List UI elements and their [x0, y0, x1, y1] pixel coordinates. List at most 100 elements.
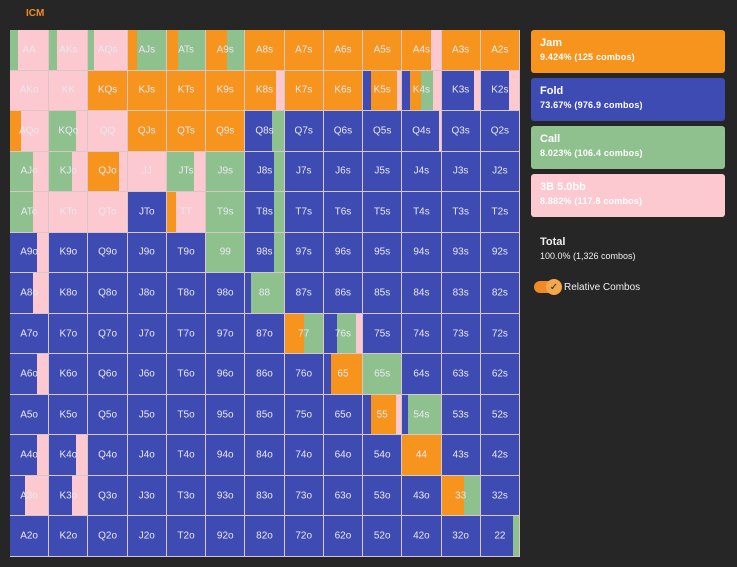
hand-cell[interactable]: 95s — [363, 232, 403, 274]
hand-cell[interactable]: 73o — [284, 475, 324, 517]
hand-cell[interactable]: Q9o — [88, 232, 128, 274]
hand-cell[interactable]: K4o — [49, 435, 89, 476]
hand-cell[interactable]: 32s — [480, 475, 520, 517]
hand-cell[interactable]: A8s — [245, 30, 285, 71]
hand-cell[interactable]: QTo — [88, 192, 128, 233]
hand-cell[interactable]: ATo — [10, 192, 50, 233]
hand-cell[interactable]: 86o — [245, 354, 285, 395]
legend-call[interactable]: Call 8.023% (106.4 combos) — [531, 126, 725, 169]
hand-cell[interactable]: Q7o — [88, 313, 128, 355]
hand-cell[interactable]: 72s — [480, 313, 520, 355]
hand-cell[interactable]: 88 — [245, 273, 285, 314]
hand-cell[interactable]: 82s — [480, 273, 520, 314]
hand-cell[interactable]: 93s — [441, 232, 481, 274]
hand-cell[interactable]: A7s — [284, 30, 324, 71]
hand-cell[interactable]: 87s — [284, 273, 324, 314]
hand-cell[interactable]: T8o — [166, 273, 207, 314]
hand-cell[interactable]: 94o — [206, 435, 246, 476]
hand-cell[interactable]: AQs — [88, 30, 128, 71]
hand-cell[interactable]: A4o — [10, 435, 50, 476]
hand-cell[interactable]: Q8o — [88, 273, 128, 314]
hand-cell[interactable]: T8s — [245, 192, 285, 233]
hand-cell[interactable]: A4s — [402, 30, 442, 71]
hand-cell[interactable]: A6o — [10, 354, 50, 395]
hand-cell[interactable]: QJs — [127, 111, 167, 152]
hand-cell[interactable]: 63o — [323, 475, 364, 517]
hand-cell[interactable]: J3s — [441, 151, 481, 193]
hand-cell[interactable]: 97o — [206, 313, 246, 355]
hand-cell[interactable]: 92o — [206, 516, 246, 557]
hand-cell[interactable]: 43s — [441, 435, 481, 476]
hand-cell[interactable]: 96o — [206, 354, 246, 395]
hand-cell[interactable]: K9o — [49, 232, 89, 274]
hand-cell[interactable]: KTs — [166, 70, 207, 112]
hand-cell[interactable]: 76o — [284, 354, 324, 395]
hand-cell[interactable]: KQs — [88, 70, 128, 112]
hand-cell[interactable]: T9o — [166, 232, 207, 274]
hand-cell[interactable]: 53s — [441, 394, 481, 436]
hand-cell[interactable]: Q9s — [206, 111, 246, 152]
tab-icm[interactable]: ICM — [26, 8, 45, 19]
hand-cell[interactable]: J6s — [323, 151, 364, 193]
hand-cell[interactable]: Q4s — [402, 111, 442, 152]
hand-cell[interactable]: AKs — [49, 30, 89, 71]
hand-cell[interactable]: 99 — [206, 232, 246, 274]
hand-cell[interactable]: A3o — [10, 475, 50, 517]
hand-cell[interactable]: 95o — [206, 394, 246, 436]
legend-jam[interactable]: Jam 9.424% (125 combos) — [531, 30, 725, 73]
hand-cell[interactable]: K3s — [441, 70, 481, 112]
hand-cell[interactable]: 75s — [363, 313, 403, 355]
hand-cell[interactable]: J5s — [363, 151, 403, 193]
hand-cell[interactable]: 82o — [245, 516, 285, 557]
hand-cell[interactable]: K6o — [49, 354, 89, 395]
hand-cell[interactable]: T7s — [284, 192, 324, 233]
hand-cell[interactable]: J2o — [127, 516, 167, 557]
hand-cell[interactable]: A6s — [323, 30, 364, 71]
hand-cell[interactable]: 84s — [402, 273, 442, 314]
hand-cell[interactable]: 84o — [245, 435, 285, 476]
hand-cell[interactable]: AJs — [127, 30, 167, 71]
hand-cell[interactable]: JJ — [127, 151, 167, 193]
hand-cell[interactable]: ATs — [166, 30, 207, 71]
hand-cell[interactable]: A7o — [10, 313, 50, 355]
hand-cell[interactable]: JTo — [127, 192, 167, 233]
hand-cell[interactable]: T5s — [363, 192, 403, 233]
hand-cell[interactable]: J4o — [127, 435, 167, 476]
hand-cell[interactable]: A9s — [206, 30, 246, 71]
hand-cell[interactable]: QQ — [88, 111, 128, 152]
hand-cell[interactable]: QJo — [88, 151, 128, 193]
hand-cell[interactable]: TT — [166, 192, 207, 233]
hand-cell[interactable]: K7s — [284, 70, 324, 112]
hand-cell[interactable]: J8o — [127, 273, 167, 314]
hand-cell[interactable]: 72o — [284, 516, 324, 557]
hand-cell[interactable]: J9o — [127, 232, 167, 274]
hand-cell[interactable]: K9s — [206, 70, 246, 112]
hand-cell[interactable]: Q3s — [441, 111, 481, 152]
hand-cell[interactable]: KJs — [127, 70, 167, 112]
hand-cell[interactable]: T2o — [166, 516, 207, 557]
hand-cell[interactable]: 85s — [363, 273, 403, 314]
hand-cell[interactable]: T3o — [166, 475, 207, 517]
hand-cell[interactable]: 76s — [323, 313, 364, 355]
hand-cell[interactable]: Q4o — [88, 435, 128, 476]
hand-cell[interactable]: 64o — [323, 435, 364, 476]
hand-cell[interactable]: Q6s — [323, 111, 364, 152]
hand-cell[interactable]: T4o — [166, 435, 207, 476]
hand-cell[interactable]: 53o — [363, 475, 403, 517]
hand-cell[interactable]: KK — [49, 70, 89, 112]
hand-cell[interactable]: AA — [10, 30, 50, 71]
hand-cell[interactable]: T6s — [323, 192, 364, 233]
hand-cell[interactable]: T3s — [441, 192, 481, 233]
hand-cell[interactable]: A2s — [480, 30, 520, 71]
hand-cell[interactable]: J9s — [206, 151, 246, 193]
hand-cell[interactable]: 65s — [363, 354, 403, 395]
hand-cell[interactable]: 52o — [363, 516, 403, 557]
hand-cell[interactable]: J5o — [127, 394, 167, 436]
hand-cell[interactable]: 85o — [245, 394, 285, 436]
hand-cell[interactable]: A9o — [10, 232, 50, 274]
hand-cell[interactable]: K2o — [49, 516, 89, 557]
hand-cell[interactable]: 52s — [480, 394, 520, 436]
hand-cell[interactable]: 62o — [323, 516, 364, 557]
hand-cell[interactable]: Q7s — [284, 111, 324, 152]
hand-cell[interactable]: 83s — [441, 273, 481, 314]
